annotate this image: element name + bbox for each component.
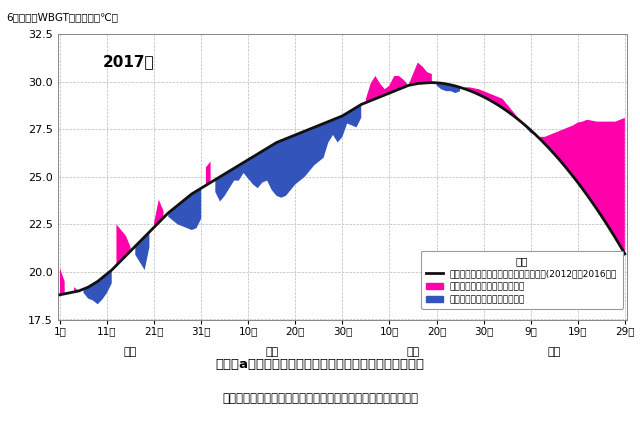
Text: 図１－a　全国の暑さの動向の過去５年間の平均との比較: 図１－a 全国の暑さの動向の過去５年間の平均との比較 — [216, 358, 424, 371]
Text: ８月: ８月 — [548, 347, 561, 357]
Text: ６都市：東京都、大阪市、名古屋市、新潟市、広島市、福岡市: ６都市：東京都、大阪市、名古屋市、新潟市、広島市、福岡市 — [222, 392, 418, 405]
Text: ５月: ５月 — [124, 347, 137, 357]
Text: ６月: ６月 — [265, 347, 278, 357]
Text: ７月: ７月 — [406, 347, 420, 357]
Text: 2017年: 2017年 — [103, 54, 155, 69]
Legend: ６都市の日最高暑さ指数の５年間平均値(2012年〜2016年）, ５年間平均値に比べて高い期間, ５年間平均値に比べて低い期間: ６都市の日最高暑さ指数の５年間平均値(2012年〜2016年）, ５年間平均値に… — [421, 250, 623, 309]
Text: 6都市最高WBGTの平均値（℃）: 6都市最高WBGTの平均値（℃） — [6, 13, 118, 23]
